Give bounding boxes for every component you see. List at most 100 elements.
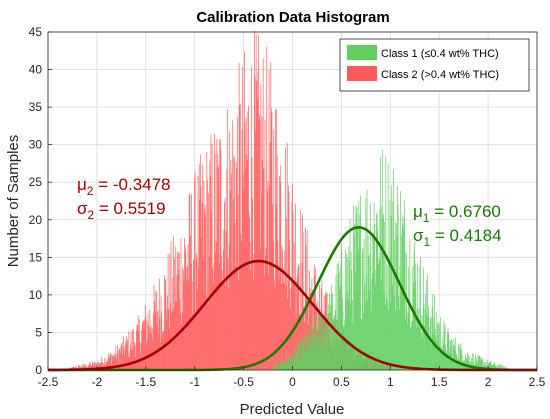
- histogram-bar: [270, 108, 272, 370]
- histogram-bar: [435, 312, 437, 370]
- histogram-bar: [338, 273, 340, 370]
- histogram-bar: [303, 306, 305, 370]
- histogram-bar: [282, 364, 284, 370]
- histogram-bar: [334, 309, 336, 370]
- histogram-bar: [277, 365, 279, 370]
- histogram-bar: [439, 324, 441, 370]
- histogram-bar: [170, 302, 171, 370]
- histogram-bar: [339, 266, 341, 370]
- histogram-bar: [264, 120, 266, 370]
- histogram-bar: [202, 164, 204, 370]
- histogram-bar: [441, 353, 443, 370]
- histogram-bar: [485, 362, 487, 370]
- histogram-bar: [488, 362, 490, 370]
- histogram-bar: [307, 347, 309, 370]
- histogram-bar: [312, 328, 314, 370]
- histogram-bar: [144, 305, 146, 370]
- histogram-bar: [400, 291, 402, 370]
- histogram-bar: [225, 231, 227, 370]
- histogram-bar: [178, 252, 180, 370]
- histogram-bar: [125, 341, 127, 370]
- histogram-bar: [444, 323, 446, 370]
- histogram-bar: [98, 361, 100, 370]
- histogram-bar: [285, 361, 287, 370]
- histogram-bar: [114, 355, 116, 370]
- histogram-bar: [428, 326, 430, 370]
- histogram-bar: [132, 350, 134, 370]
- histogram-bar: [395, 310, 397, 370]
- histogram-bar: [318, 309, 320, 370]
- histogram-bar: [136, 330, 137, 370]
- histogram-bar: [276, 362, 278, 370]
- histogram-bar: [221, 255, 222, 370]
- histogram-bar: [350, 252, 352, 370]
- histogram-bar: [489, 360, 491, 370]
- histogram-bar: [128, 331, 130, 370]
- histogram-bar: [492, 365, 494, 370]
- histogram-bar: [222, 250, 224, 370]
- histogram-bar: [430, 316, 432, 370]
- histogram-bar: [280, 364, 282, 370]
- histogram-bar: [285, 286, 287, 370]
- histogram-bar: [384, 304, 386, 370]
- histogram-bar: [91, 364, 93, 370]
- x-tick-label: 0.5: [333, 375, 350, 389]
- histogram-bar: [282, 283, 284, 370]
- histogram-bar: [354, 271, 356, 370]
- histogram-bar: [380, 281, 382, 370]
- histogram-bar: [366, 275, 367, 370]
- histogram-bar: [342, 310, 344, 370]
- histogram-bar: [135, 345, 137, 370]
- histogram-bar: [294, 348, 296, 370]
- histogram-bar: [468, 355, 470, 370]
- histogram-bar: [397, 204, 399, 370]
- histogram-bar: [328, 304, 330, 370]
- histogram-bar: [499, 364, 501, 370]
- histogram-bar: [404, 200, 405, 370]
- histogram-bar: [414, 241, 415, 370]
- histogram-bar: [245, 169, 246, 370]
- histogram-bar: [229, 131, 231, 370]
- histogram-bar: [410, 327, 412, 370]
- histogram-bar: [273, 129, 275, 370]
- histogram-bar: [402, 223, 404, 370]
- histogram-bar: [313, 349, 315, 370]
- histogram-bar: [398, 295, 400, 370]
- histogram-bar: [238, 62, 240, 371]
- histogram-bar: [378, 264, 380, 370]
- histogram-bar: [143, 320, 144, 370]
- histogram-bar: [360, 195, 361, 370]
- histogram-bar: [269, 142, 271, 370]
- histogram-bar: [168, 308, 170, 370]
- histogram-bar: [121, 345, 123, 370]
- histogram-bar: [195, 253, 197, 370]
- histogram-bar: [212, 282, 214, 370]
- histogram-bar: [297, 268, 299, 370]
- histogram-bar: [123, 336, 124, 370]
- histogram-bar: [259, 114, 261, 371]
- histogram-bar: [239, 105, 241, 370]
- histogram-bar: [255, 132, 256, 370]
- histogram-bar: [430, 318, 431, 370]
- histogram-bar: [229, 190, 231, 370]
- histogram-bar: [446, 353, 448, 370]
- y-tick-label: 30: [29, 138, 43, 152]
- histogram-bar: [496, 364, 498, 370]
- histogram-bar: [290, 289, 292, 370]
- histogram-bar: [122, 341, 124, 370]
- histogram-bar: [101, 356, 103, 370]
- histogram-bar: [477, 354, 479, 370]
- histogram-bar: [302, 337, 304, 370]
- histogram-bar: [295, 349, 296, 370]
- x-axis-label: Predicted Value: [240, 401, 345, 418]
- histogram-bar: [155, 291, 157, 370]
- histogram-bar: [418, 308, 420, 370]
- histogram-bar: [205, 214, 207, 370]
- histogram-bar: [245, 117, 247, 370]
- histogram-bar: [170, 241, 172, 370]
- histogram-bar: [238, 280, 239, 370]
- class2-sigma-annotation: σ2 = 0.5519: [77, 199, 166, 222]
- histogram-bar: [340, 243, 342, 370]
- histogram-bar: [138, 319, 140, 370]
- histogram-bar: [406, 308, 408, 370]
